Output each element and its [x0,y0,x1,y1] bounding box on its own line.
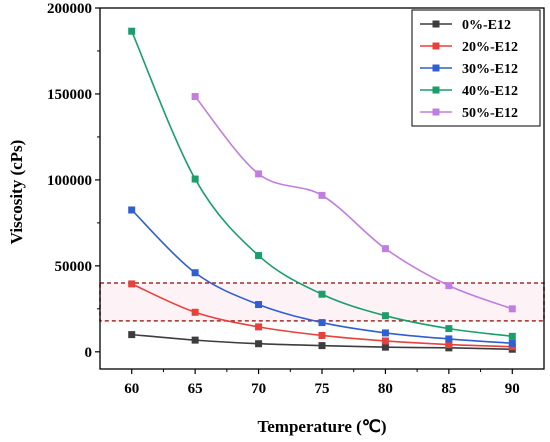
data-point-s4-x70 [255,170,263,178]
legend-label-4: 50%-E12 [462,106,518,121]
legend-marker-4 [432,108,440,116]
y-tick-label-0: 0 [85,345,93,361]
data-point-s4-x85 [445,282,453,290]
x-tick-label-90: 90 [505,381,520,397]
data-point-s3-x70 [255,252,263,260]
data-point-s2-x75 [318,319,326,327]
data-point-s2-x70 [255,301,263,309]
legend-marker-0 [432,20,440,28]
data-point-s4-x65 [191,93,199,101]
data-point-s4-x75 [318,191,326,199]
data-point-s3-x85 [445,325,453,333]
legend-label-3: 40%-E12 [462,84,518,99]
y-tick-label-50000: 50000 [55,259,93,275]
x-tick-label-85: 85 [441,381,456,397]
data-point-s1-x65 [191,308,199,316]
data-point-s0-x75 [318,342,326,350]
x-tick-label-75: 75 [315,381,330,397]
data-point-s2-x85 [445,335,453,343]
data-point-s2-x65 [191,269,199,277]
data-point-s1-x60 [128,280,136,288]
legend-label-2: 30%-E12 [462,62,518,77]
data-point-s0-x60 [128,331,136,339]
legend-marker-3 [432,86,440,94]
data-point-s0-x80 [381,343,389,351]
y-tick-label-150000: 150000 [47,87,92,103]
data-point-s3-x65 [191,175,199,183]
data-point-s1-x85 [445,341,453,349]
series-line-3 [130,30,513,338]
data-point-s4-x90 [508,305,516,313]
x-tick-label-80: 80 [378,381,393,397]
data-point-s3-x80 [381,312,389,320]
highlight-band-layer [99,282,545,322]
data-point-s2-x90 [508,339,516,347]
y-tick-label-200000: 200000 [47,1,92,17]
legend-label-0: 0%-E12 [462,18,511,33]
series-points-layer [128,27,516,353]
data-point-s3-x60 [128,27,136,35]
data-point-s1-x70 [255,323,263,331]
y-tick-label-100000: 100000 [47,173,92,189]
data-point-s1-x75 [318,331,326,339]
x-axis-title: Temperature (℃) [257,417,386,436]
data-point-s2-x80 [381,329,389,337]
axes-layer: 60 65 70 75 80 85 90 0 50000 100000 150000 200000 [47,1,545,397]
legend-marker-1 [432,42,440,50]
legend: 0%-E12 20%-E12 30%-E12 40%-E12 50%-E12 [411,9,541,127]
x-tick-label-60: 60 [124,381,139,397]
highlight-band-0 [99,282,545,322]
legend-marker-2 [432,64,440,72]
x-tick-label-70: 70 [251,381,266,397]
data-point-s0-x65 [191,336,199,344]
data-point-s0-x70 [255,340,263,348]
data-point-s1-x80 [381,337,389,345]
y-axis-title: Viscosity (cPs) [7,140,26,245]
data-point-s3-x75 [318,290,326,298]
data-point-s3-x90 [508,332,516,340]
series-line-4 [194,96,513,310]
data-point-s2-x60 [128,206,136,214]
x-tick-label-65: 65 [188,381,203,397]
data-point-s4-x80 [381,245,389,253]
legend-label-1: 20%-E12 [462,40,518,55]
